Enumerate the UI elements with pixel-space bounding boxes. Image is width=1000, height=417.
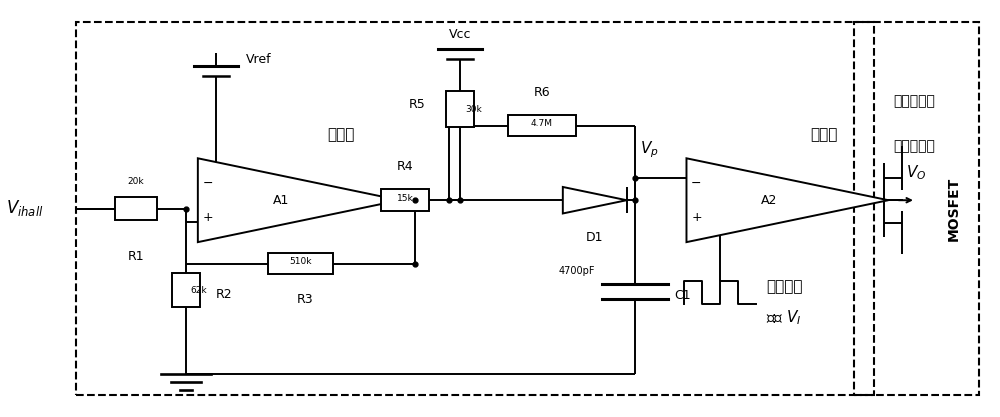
Text: −: − <box>203 177 213 190</box>
Text: MOSFET: MOSFET <box>947 176 961 241</box>
Polygon shape <box>198 158 400 242</box>
Text: 驱动控制: 驱动控制 <box>766 279 803 294</box>
Text: A2: A2 <box>761 194 777 207</box>
Bar <box>381 189 429 211</box>
Bar <box>172 274 200 307</box>
Text: 比较器: 比较器 <box>327 127 354 142</box>
Text: A1: A1 <box>272 194 289 207</box>
Text: $V_{ihall}$: $V_{ihall}$ <box>6 198 44 219</box>
Text: 4.7M: 4.7M <box>531 119 553 128</box>
Text: +: + <box>691 211 702 224</box>
Text: 4700pF: 4700pF <box>558 266 595 276</box>
Polygon shape <box>686 158 888 242</box>
Bar <box>115 197 157 220</box>
Text: R1: R1 <box>128 250 144 263</box>
Text: 电机绕组驱: 电机绕组驱 <box>893 94 935 108</box>
Text: Vcc: Vcc <box>449 28 471 41</box>
Text: 20k: 20k <box>128 177 144 186</box>
Text: C1: C1 <box>675 289 691 302</box>
Text: R3: R3 <box>297 293 314 306</box>
Text: $V_O$: $V_O$ <box>906 163 927 181</box>
Text: −: − <box>691 177 702 190</box>
Bar <box>268 253 333 274</box>
Text: R2: R2 <box>216 288 232 301</box>
Text: Vref: Vref <box>246 53 271 66</box>
Text: 比较器: 比较器 <box>810 127 838 142</box>
Bar <box>508 115 576 136</box>
Text: R6: R6 <box>534 86 550 99</box>
Text: R5: R5 <box>408 98 425 111</box>
Text: 62k: 62k <box>191 286 207 295</box>
Text: 30k: 30k <box>465 105 482 113</box>
Text: $V_p$: $V_p$ <box>640 139 658 160</box>
Polygon shape <box>563 187 627 214</box>
Text: 动功率桥臂: 动功率桥臂 <box>893 139 935 153</box>
Text: 510k: 510k <box>289 257 312 266</box>
Text: 15k: 15k <box>397 193 414 203</box>
Text: 信号 $V_I$: 信号 $V_I$ <box>766 308 802 327</box>
Text: R4: R4 <box>397 160 414 173</box>
Text: +: + <box>203 211 213 224</box>
Text: D1: D1 <box>586 231 603 244</box>
Bar <box>446 91 474 127</box>
